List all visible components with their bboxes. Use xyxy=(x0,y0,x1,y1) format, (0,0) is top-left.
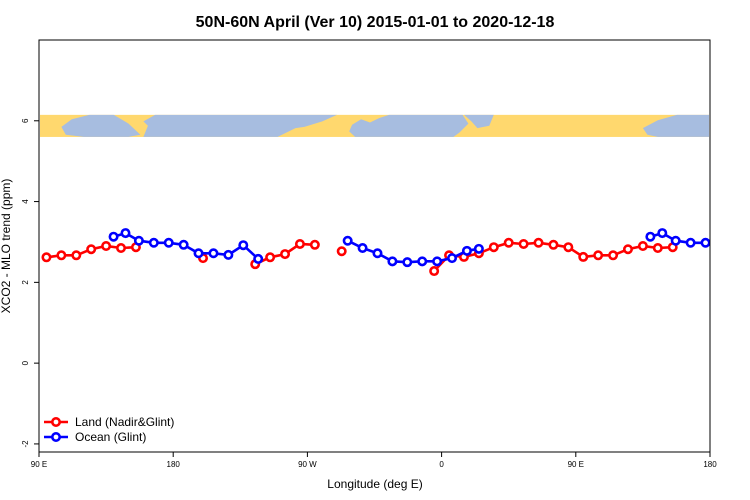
map-ocean-region xyxy=(143,114,338,137)
data-point xyxy=(563,242,574,253)
legend-label: Ocean (Glint) xyxy=(75,430,146,444)
chart-title: 50N-60N April (Ver 10) 2015-01-01 to 202… xyxy=(196,14,555,31)
data-point xyxy=(473,243,484,254)
data-point xyxy=(447,253,458,264)
data-point xyxy=(652,243,663,254)
data-point xyxy=(402,257,413,268)
data-point xyxy=(238,240,249,251)
data-point xyxy=(133,235,144,246)
legend-marker xyxy=(50,431,61,442)
x-tick-label: 90 E xyxy=(568,460,584,469)
data-point xyxy=(372,248,383,259)
legend-label: Land (Nadir&Glint) xyxy=(75,415,174,429)
data-point xyxy=(608,250,619,261)
data-point xyxy=(223,249,234,260)
map-ocean-region xyxy=(61,114,141,137)
data-point xyxy=(208,248,219,259)
data-point xyxy=(108,231,119,242)
map-ocean-region xyxy=(642,114,709,137)
data-point xyxy=(178,239,189,250)
x-tick-label: 180 xyxy=(167,460,181,469)
data-point xyxy=(342,235,353,246)
data-point xyxy=(309,239,320,250)
data-point xyxy=(637,241,648,252)
series-layer xyxy=(41,228,711,277)
map-ocean-region xyxy=(464,114,494,129)
series-ocean xyxy=(108,228,711,268)
series-line xyxy=(347,239,480,264)
data-point xyxy=(670,235,681,246)
y-tick-label: 2 xyxy=(21,280,30,285)
world-map-strip xyxy=(40,114,709,137)
y-axis-label: XCO2 - MLO trend (ppm) xyxy=(0,179,13,314)
data-point xyxy=(56,250,67,261)
y-axis: -2 0 2 4 6 xyxy=(21,118,39,447)
x-tick-label: 90 E xyxy=(31,460,47,469)
x-tick-label: 180 xyxy=(703,460,717,469)
data-point xyxy=(336,246,347,257)
x-axis: 90 E 180 90 W 0 90 E 180 xyxy=(31,452,717,469)
data-point xyxy=(101,241,112,252)
legend: Land (Nadir&Glint)Ocean (Glint) xyxy=(44,415,174,444)
data-point xyxy=(593,250,604,261)
data-point xyxy=(578,251,589,262)
data-point xyxy=(71,250,82,261)
y-tick-label: 0 xyxy=(21,360,30,365)
data-point xyxy=(253,253,264,264)
data-point xyxy=(518,238,529,249)
map-ocean-region xyxy=(441,118,448,126)
plot-frame xyxy=(38,39,711,453)
data-point xyxy=(461,245,472,256)
legend-marker xyxy=(50,416,61,427)
data-point xyxy=(432,256,443,267)
data-point xyxy=(294,238,305,249)
data-point xyxy=(387,256,398,267)
data-point xyxy=(148,237,159,248)
x-tick-label: 90 W xyxy=(298,460,317,469)
x-axis-label: Longitude (deg E) xyxy=(327,477,422,491)
data-point xyxy=(265,252,276,263)
data-point xyxy=(357,243,368,254)
y-tick-label: -2 xyxy=(21,440,30,448)
data-point xyxy=(116,243,127,254)
data-point xyxy=(533,237,544,248)
data-point xyxy=(417,256,428,267)
data-point xyxy=(548,239,559,250)
data-point xyxy=(622,244,633,255)
y-tick-label: 6 xyxy=(21,118,30,123)
data-point xyxy=(700,237,711,248)
data-point xyxy=(120,228,131,239)
data-point xyxy=(429,266,440,277)
data-point xyxy=(193,248,204,259)
data-point xyxy=(503,237,514,248)
data-point xyxy=(41,252,52,263)
data-point xyxy=(685,237,696,248)
data-point xyxy=(86,244,97,255)
data-point xyxy=(280,249,291,260)
x-tick-label: 0 xyxy=(439,460,444,469)
data-point xyxy=(645,231,656,242)
data-point xyxy=(163,237,174,248)
y-tick-label: 4 xyxy=(21,199,30,204)
data-point xyxy=(488,242,499,253)
data-point xyxy=(657,228,668,239)
map-ocean-region xyxy=(349,114,469,137)
